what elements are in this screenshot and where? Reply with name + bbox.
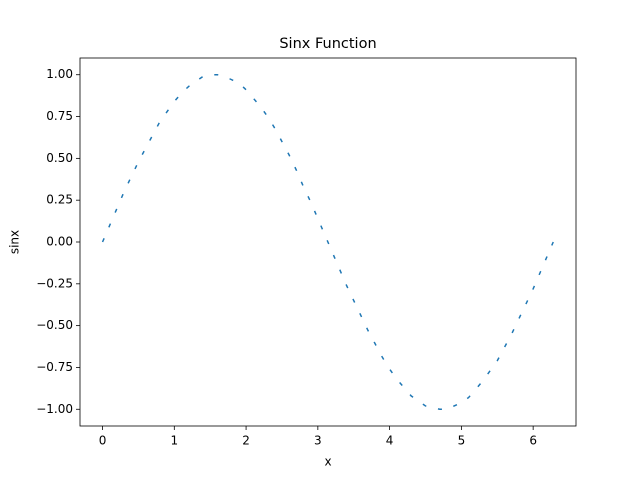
x-tick-label: 1 <box>170 434 178 448</box>
y-tick-label: −0.75 <box>36 360 73 374</box>
x-tick-label: 3 <box>314 434 322 448</box>
y-tick-label: −0.25 <box>36 276 73 290</box>
y-axis-label: sinx <box>8 230 22 254</box>
y-tick-label: 0.75 <box>46 109 73 123</box>
data-line <box>101 73 554 411</box>
y-tick-label: 0.00 <box>46 235 73 249</box>
y-tick-label: −1.00 <box>36 402 73 416</box>
plot-frame <box>79 57 577 427</box>
chart-title: Sinx Function <box>279 36 376 52</box>
x-tick-label: 2 <box>242 434 250 448</box>
y-tick-label: 0.25 <box>46 193 73 207</box>
y-tick-label: 0.50 <box>46 151 73 165</box>
x-axis-label: x <box>324 455 331 469</box>
x-tick-label: 4 <box>386 434 394 448</box>
x-tick-label: 0 <box>99 434 107 448</box>
x-tick-label: 5 <box>458 434 466 448</box>
x-tick-label: 6 <box>529 434 537 448</box>
y-tick-label: −0.50 <box>36 318 73 332</box>
y-tick-label: 1.00 <box>46 67 73 81</box>
